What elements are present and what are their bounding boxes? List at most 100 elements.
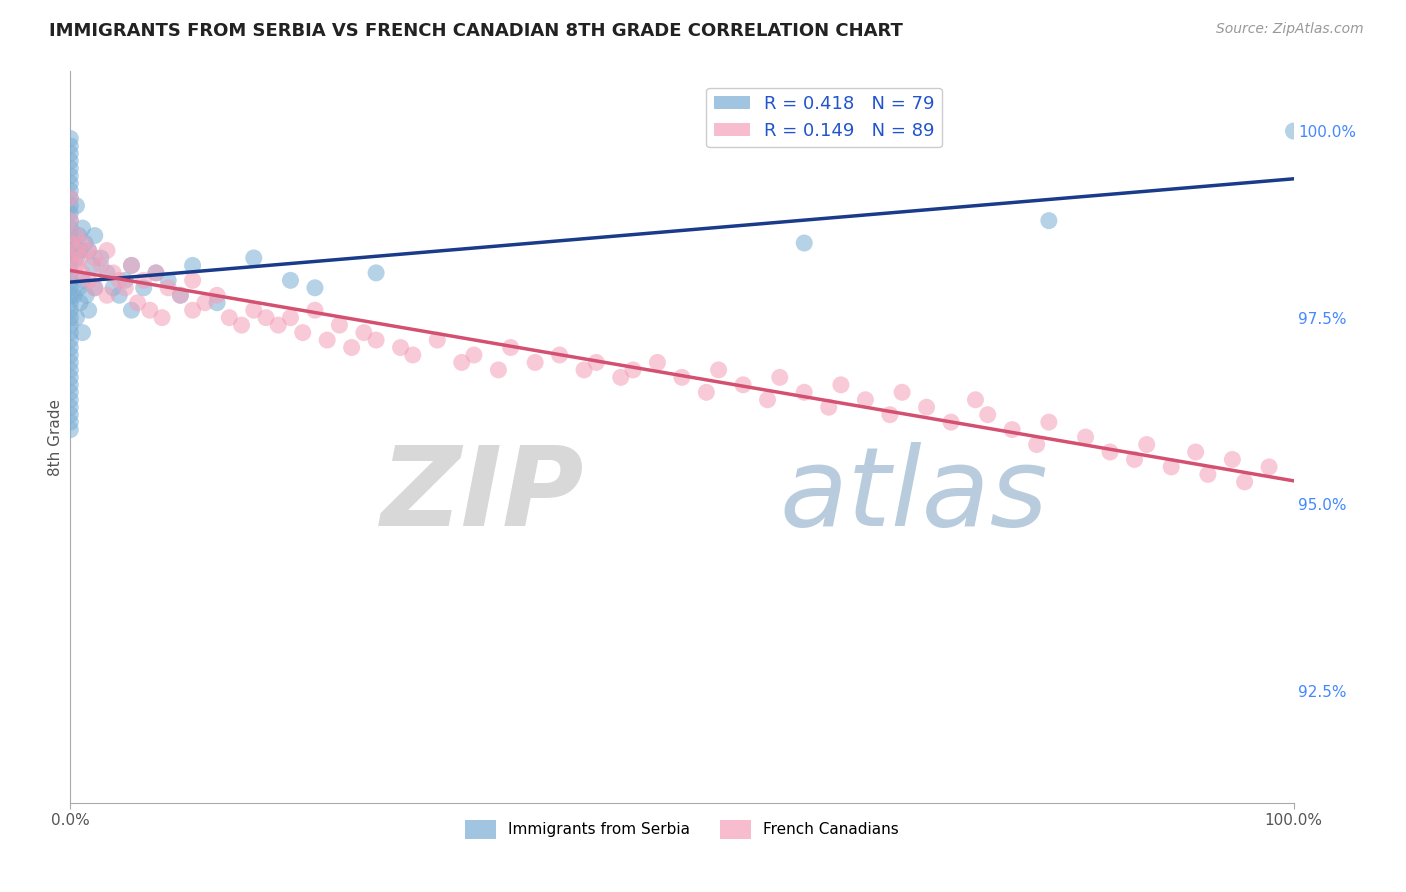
Point xyxy=(59,377,82,392)
Point xyxy=(59,206,82,220)
Point xyxy=(65,199,87,213)
Point xyxy=(793,385,815,400)
Point xyxy=(59,370,82,384)
Point xyxy=(59,341,82,355)
Point xyxy=(243,303,266,318)
Point xyxy=(733,377,755,392)
Point xyxy=(72,273,94,287)
Point xyxy=(1136,437,1159,451)
Point xyxy=(83,281,105,295)
Point xyxy=(96,288,118,302)
Point xyxy=(291,326,314,340)
Point xyxy=(65,251,87,265)
Point xyxy=(59,303,82,318)
Point xyxy=(59,251,82,265)
Point xyxy=(59,310,82,325)
Point xyxy=(96,266,118,280)
Point xyxy=(72,235,94,250)
Point xyxy=(353,326,375,340)
Point xyxy=(69,244,91,258)
Point xyxy=(59,228,82,243)
Point xyxy=(72,221,94,235)
Point xyxy=(243,251,266,265)
Point xyxy=(59,146,82,161)
Point xyxy=(59,392,82,407)
Point xyxy=(77,303,100,318)
Point xyxy=(1184,445,1206,459)
Point xyxy=(59,131,82,145)
Point xyxy=(817,401,839,415)
Point xyxy=(59,348,82,362)
Point xyxy=(316,333,339,347)
Point xyxy=(59,191,82,205)
Point xyxy=(83,281,105,295)
Point xyxy=(75,288,97,302)
Point xyxy=(524,355,547,369)
Point xyxy=(132,273,155,287)
Point xyxy=(610,370,633,384)
Point xyxy=(1197,467,1219,482)
Point xyxy=(101,281,124,295)
Text: atlas: atlas xyxy=(780,442,1049,549)
Point xyxy=(72,326,94,340)
Point xyxy=(77,273,100,287)
Point xyxy=(218,310,240,325)
Point xyxy=(65,228,87,243)
Point xyxy=(1038,213,1060,227)
Point xyxy=(585,355,607,369)
Point xyxy=(59,273,82,287)
Point xyxy=(59,266,82,280)
Point xyxy=(90,259,112,273)
Point xyxy=(280,273,302,287)
Point xyxy=(83,228,105,243)
Point xyxy=(194,295,217,310)
Point xyxy=(150,310,173,325)
Point xyxy=(108,288,131,302)
Y-axis label: 8th Grade: 8th Grade xyxy=(48,399,63,475)
Point xyxy=(205,288,228,302)
Point xyxy=(65,244,87,258)
Point xyxy=(59,401,82,415)
Point xyxy=(181,303,204,318)
Point xyxy=(67,228,90,243)
Point xyxy=(707,363,730,377)
Point xyxy=(139,303,162,318)
Point xyxy=(830,377,852,392)
Point xyxy=(548,348,571,362)
Point xyxy=(59,333,82,347)
Point xyxy=(1282,124,1305,138)
Point xyxy=(280,310,302,325)
Point xyxy=(59,295,82,310)
Point xyxy=(121,303,143,318)
Legend: Immigrants from Serbia, French Canadians: Immigrants from Serbia, French Canadians xyxy=(457,813,907,847)
Point xyxy=(65,310,87,325)
Point xyxy=(59,281,82,295)
Point xyxy=(1001,423,1024,437)
Point xyxy=(59,199,82,213)
Point xyxy=(855,392,877,407)
Point xyxy=(69,295,91,310)
Point xyxy=(59,221,82,235)
Point xyxy=(67,281,90,295)
Point xyxy=(366,333,388,347)
Text: Source: ZipAtlas.com: Source: ZipAtlas.com xyxy=(1216,22,1364,37)
Point xyxy=(181,273,204,287)
Point xyxy=(59,213,82,227)
Point xyxy=(82,259,104,273)
Point xyxy=(69,251,91,265)
Point xyxy=(59,244,82,258)
Point xyxy=(254,310,277,325)
Point xyxy=(499,341,522,355)
Text: ZIP: ZIP xyxy=(381,442,583,549)
Point xyxy=(1025,437,1047,451)
Point xyxy=(572,363,595,377)
Point xyxy=(121,259,143,273)
Point xyxy=(59,184,82,198)
Point xyxy=(1099,445,1122,459)
Point xyxy=(389,341,412,355)
Point xyxy=(157,281,180,295)
Text: IMMIGRANTS FROM SERBIA VS FRENCH CANADIAN 8TH GRADE CORRELATION CHART: IMMIGRANTS FROM SERBIA VS FRENCH CANADIA… xyxy=(49,22,903,40)
Point xyxy=(63,288,86,302)
Point xyxy=(59,191,82,205)
Point xyxy=(879,408,901,422)
